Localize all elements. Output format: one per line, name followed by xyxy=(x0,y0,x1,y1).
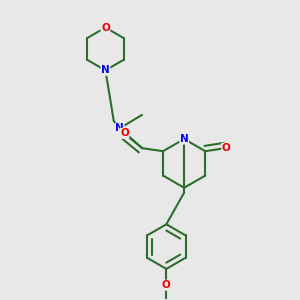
Text: O: O xyxy=(222,143,230,153)
Text: O: O xyxy=(101,22,110,32)
Text: N: N xyxy=(101,65,110,75)
Text: N: N xyxy=(115,123,124,133)
Text: O: O xyxy=(120,128,129,138)
Text: O: O xyxy=(162,280,171,290)
Text: N: N xyxy=(180,134,189,144)
